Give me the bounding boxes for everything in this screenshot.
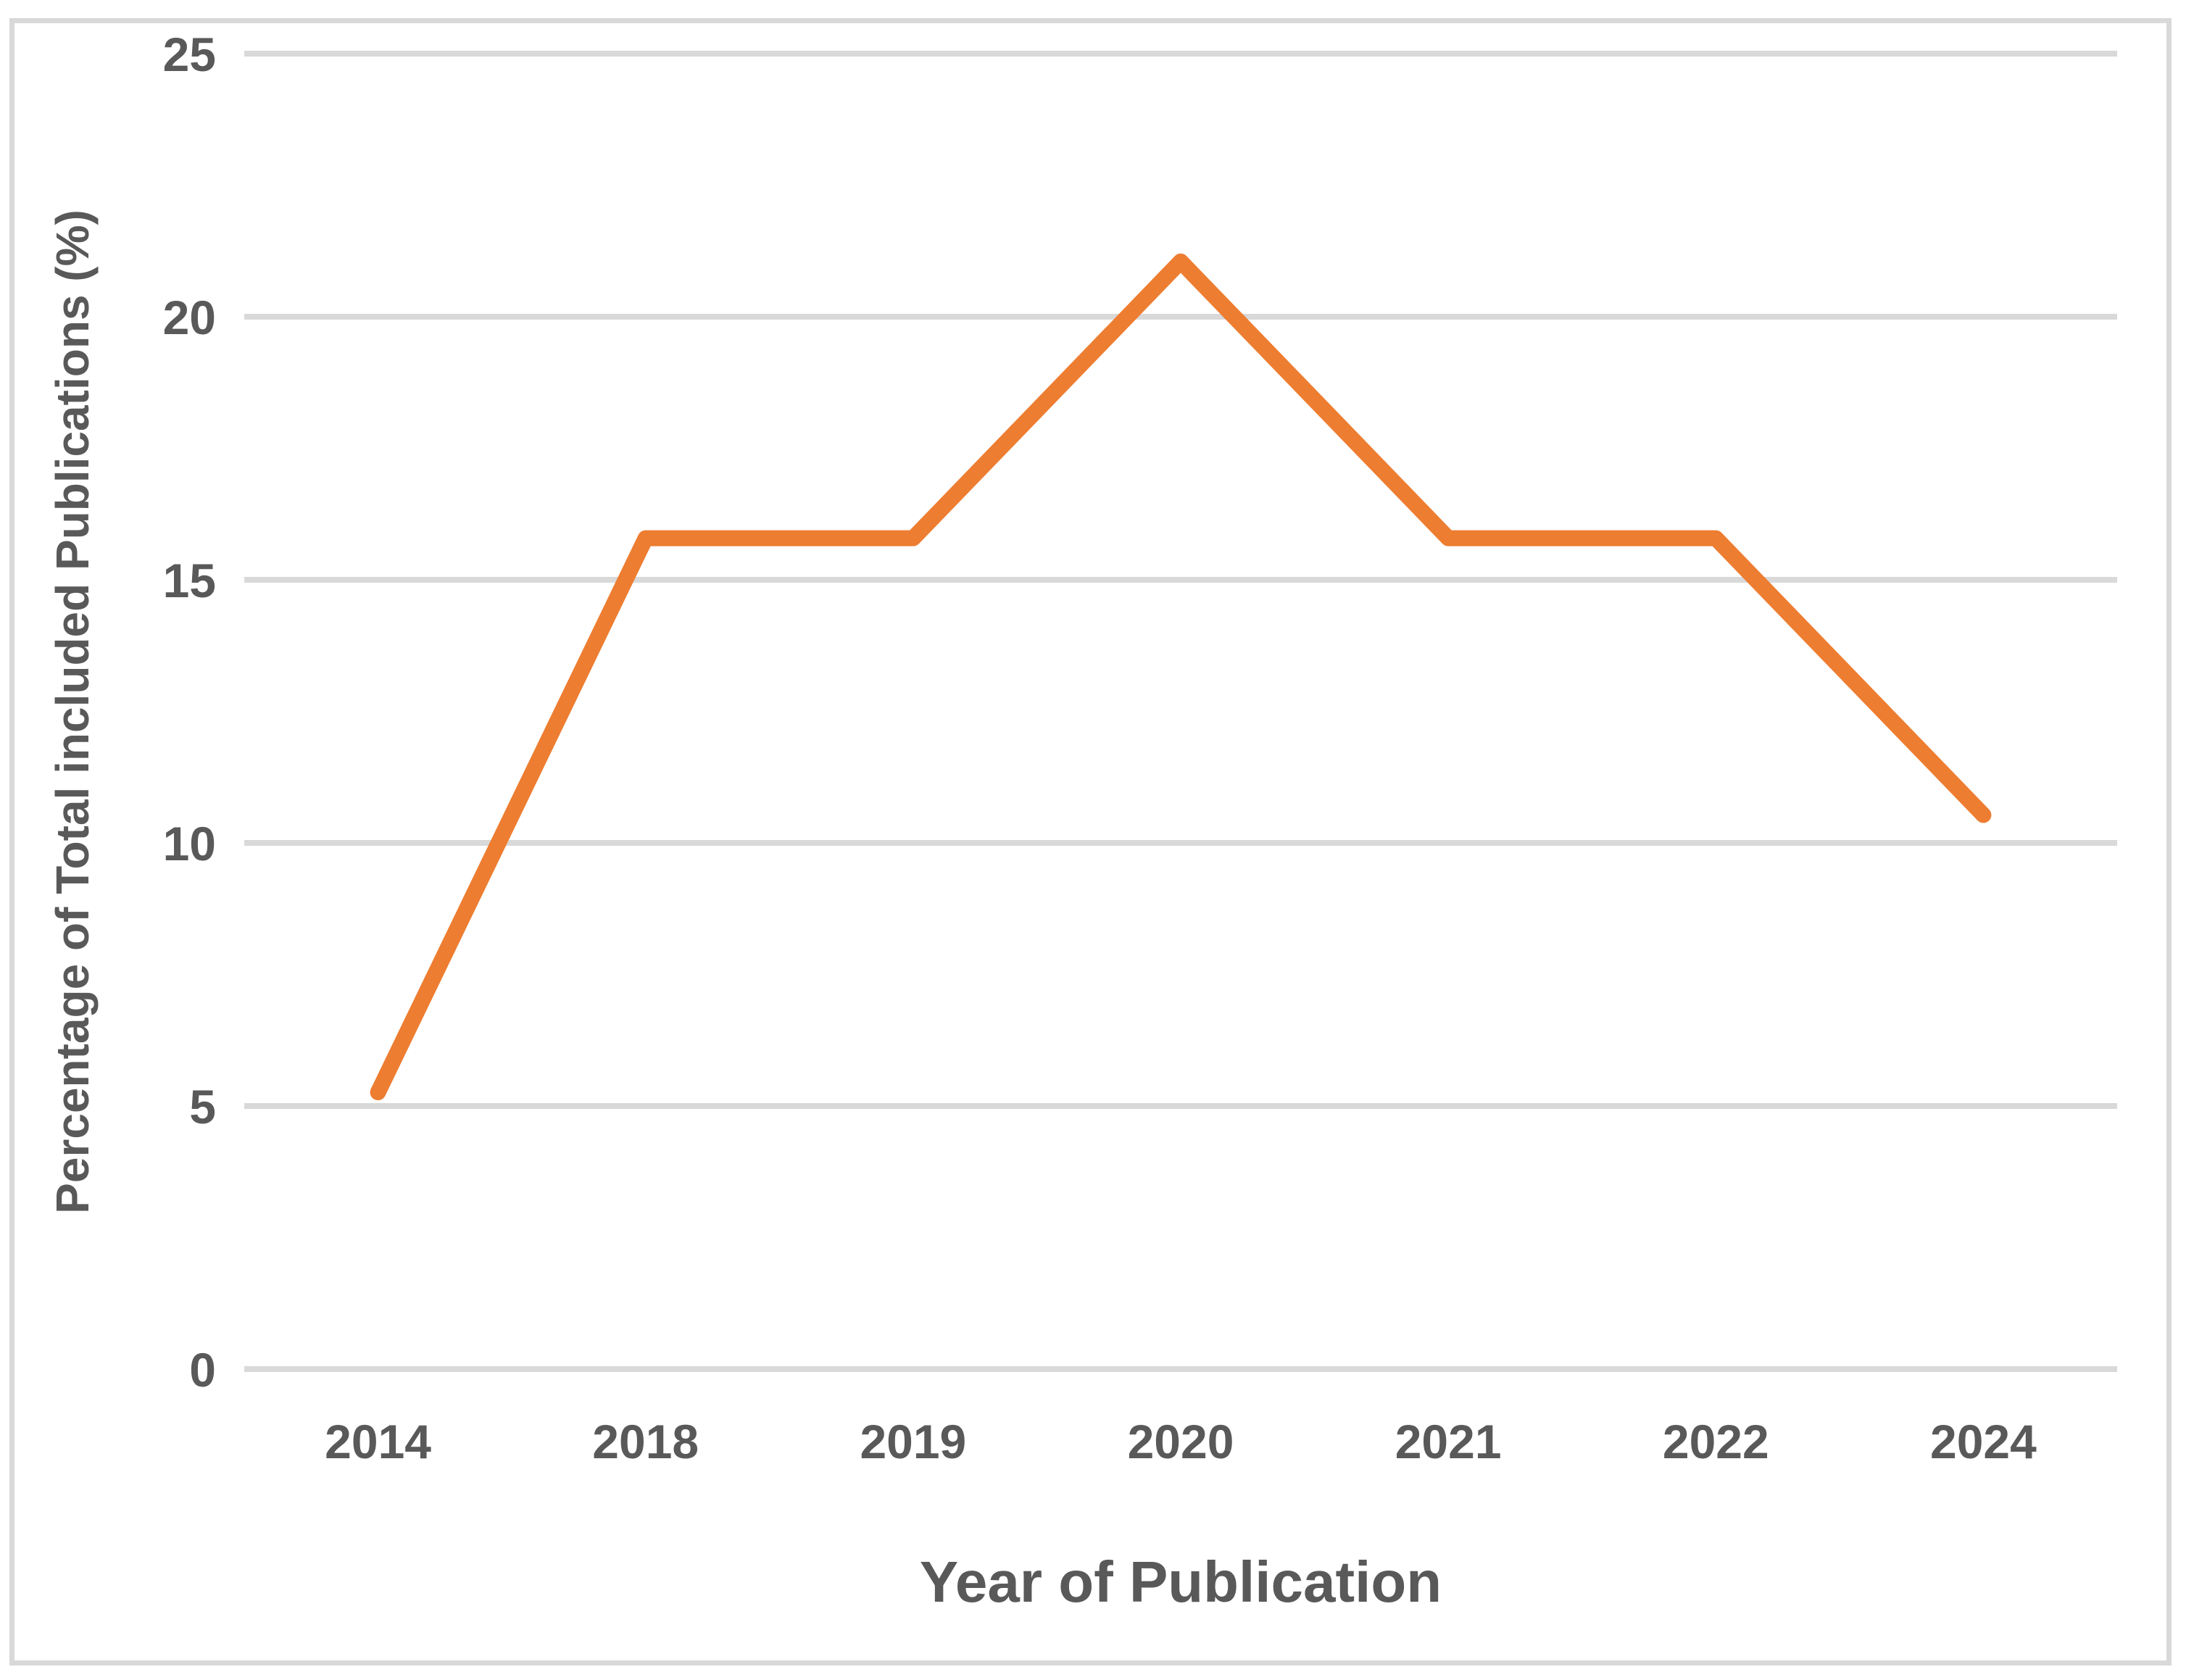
y-tick-label: 20 xyxy=(163,291,216,344)
x-tick-label: 2020 xyxy=(1128,1415,1234,1468)
x-axis-title: Year of Publication xyxy=(920,1550,1442,1614)
y-tick-labels-group: 0 5 10 15 20 25 xyxy=(163,28,216,1397)
y-tick-label: 0 xyxy=(189,1343,216,1397)
x-tick-label: 2018 xyxy=(592,1415,699,1468)
chart-frame-border xyxy=(9,18,2172,1666)
series-line-publications xyxy=(370,253,1992,1101)
y-tick-label: 15 xyxy=(163,554,216,607)
x-tick-label: 2014 xyxy=(325,1415,431,1468)
x-tick-label: 2021 xyxy=(1395,1415,1502,1468)
x-tick-labels-group: 2014 2018 2019 2020 2021 2022 2024 xyxy=(325,1415,2037,1468)
y-tick-label: 10 xyxy=(163,817,216,870)
gridlines-group xyxy=(244,51,2117,1372)
y-axis-title: Percentage of Total included Publication… xyxy=(46,209,99,1214)
x-tick-label: 2022 xyxy=(1663,1415,1769,1468)
x-tick-label: 2024 xyxy=(1930,1415,2037,1468)
y-tick-label: 5 xyxy=(189,1080,216,1134)
x-tick-label: 2019 xyxy=(860,1415,966,1468)
y-tick-label: 25 xyxy=(163,28,216,81)
